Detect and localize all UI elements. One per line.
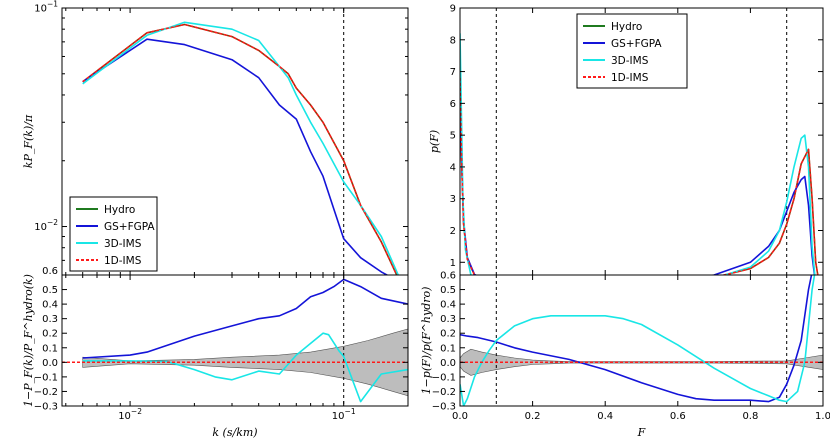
ytick-label-8: 0.5 (42, 285, 58, 296)
ytick-label-6: 6 (450, 99, 456, 110)
xtick-label-0: 0.0 (452, 411, 468, 422)
ytick-label-1: −0.2 (432, 387, 456, 398)
ytick-label-0: 0.6 (440, 271, 456, 282)
xtick-label-0: 10−2 (118, 407, 142, 422)
series-3d-ims (460, 275, 816, 406)
plot-area (460, 275, 823, 406)
ytick-label-7: 0.4 (440, 300, 456, 311)
ytick-label-5: 0.2 (42, 329, 58, 340)
legend-label-1: GS+FGPA (104, 221, 155, 233)
ytick-label-6: 0.3 (42, 314, 58, 325)
plot-area (82, 8, 399, 275)
ytick-label-7: 7 (450, 67, 456, 78)
y-axis-label: 1−P_F(k)/P_F^hydro(k) (22, 274, 35, 407)
y-axis-label: p(F) (428, 130, 441, 153)
panel-flux-pdf-residual: −0.3 −0.2 −0.1 0.0 0.1 0.2 0.3 0.4 0.5 0.0 0.2 0.4 0… (420, 274, 830, 439)
legend-label-0: Hydro (611, 21, 642, 33)
legend: Hydro GS+FGPA 3D-IMS 1D-IMS (69, 196, 158, 272)
series-1d-ims (82, 23, 398, 275)
ytick-label-8: 8 (450, 35, 456, 46)
ytick-label-5: 0.2 (440, 329, 456, 340)
plot-area (460, 8, 819, 275)
series-gs-fgpa (82, 38, 389, 275)
y-axis-label: 1−p(F)/p(F^hydro) (420, 287, 433, 395)
xtick-label-5: 1.0 (815, 411, 830, 422)
y-axis-label: kP_F(k)/π (22, 114, 35, 168)
series-1d-ims (460, 77, 819, 275)
ytick-label-2: 0.6 (42, 266, 58, 277)
series-gs-fgpa (82, 278, 408, 359)
legend: Hydro GS+FGPA 3D-IMS 1D-IMS (576, 13, 688, 89)
ytick-label-2: 2 (450, 226, 456, 237)
ytick-label-0: −0.3 (34, 402, 58, 413)
ytick-label-4: 4 (450, 162, 456, 173)
ytick-label-0: −0.3 (432, 402, 456, 413)
ytick-label-1: 1 (450, 258, 456, 269)
xtick-label-1: 10−1 (332, 407, 356, 422)
ytick-label-2: −0.1 (432, 372, 456, 383)
x-axis-label: F (637, 426, 646, 439)
series-gs-fgpa (460, 275, 813, 403)
xtick-label-1: 0.2 (525, 411, 541, 422)
ytick-label-0: 10−1 (34, 0, 58, 15)
ytick-label-3: 0.0 (440, 358, 456, 369)
x-axis-label: k (s/km) (212, 426, 257, 439)
ytick-label-1: −0.2 (34, 387, 58, 398)
series-3d-ims (460, 33, 816, 275)
ytick-label-7: 0.4 (42, 300, 58, 311)
ytick-label-6: 0.3 (440, 314, 456, 325)
legend-label-1: GS+FGPA (611, 38, 662, 50)
legend-label-2: 3D-IMS (611, 55, 649, 67)
panel-power-spectrum-residual: −0.3 −0.2 −0.1 0.0 0.1 0.2 0.3 0.4 0.5 10−2 10−1 k … (22, 274, 409, 439)
legend-label-3: 1D-IMS (611, 72, 649, 84)
ytick-label-1: 10−2 (34, 218, 58, 233)
ytick-label-2: −0.1 (34, 372, 58, 383)
legend-label-2: 3D-IMS (104, 238, 142, 250)
ytick-label-3: 3 (450, 194, 456, 205)
xtick-label-4: 0.8 (742, 411, 758, 422)
legend-label-0: Hydro (104, 204, 135, 216)
ytick-label-5: 5 (450, 131, 456, 142)
panel-flux-pdf: 0.6 1 2 3 4 5 6 7 8 9 p(F) Hydro GS+FGPA 3D-IMS 1D-IMS (428, 4, 824, 282)
legend-label-3: 1D-IMS (104, 255, 142, 267)
xtick-label-3: 0.6 (670, 411, 686, 422)
series-3d-ims (82, 21, 399, 275)
ytick-label-3: 0.0 (42, 358, 58, 369)
ytick-label-8: 0.5 (440, 285, 456, 296)
plot-area (62, 275, 408, 406)
legend-box (576, 13, 688, 89)
axes-frame (459, 274, 824, 407)
error-band (82, 328, 408, 397)
axes-frame (61, 274, 409, 407)
panel-power-spectrum: 10−1 10−2 0.6 kP_F(k)/π Hydro GS+FGPA 3D-IMS 1D… (22, 0, 409, 277)
ytick-label-4: 0.1 (42, 343, 58, 354)
ytick-label-9: 9 (450, 4, 456, 15)
ytick-label-4: 0.1 (440, 343, 456, 354)
series-3d-ims (82, 332, 408, 403)
series-gs-fgpa (460, 71, 816, 275)
xtick-label-2: 0.4 (597, 411, 613, 422)
